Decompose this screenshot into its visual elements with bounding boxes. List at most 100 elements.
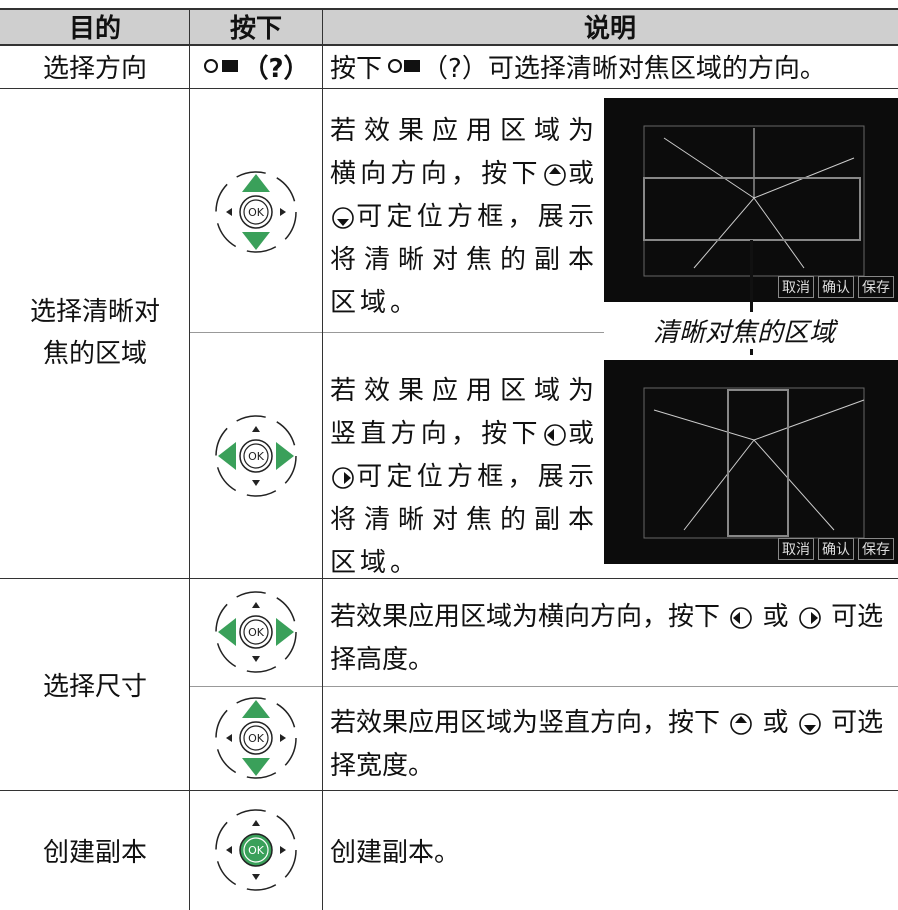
purpose: 创建副本 <box>42 837 147 868</box>
ok-label: OK <box>248 732 265 745</box>
text: 若效果应用区域为竖直方向，按下 <box>330 376 598 449</box>
arrow-icon <box>543 423 566 446</box>
label: 保存 <box>858 276 894 298</box>
ok-ring <box>243 443 269 469</box>
direction-arrow <box>252 820 260 826</box>
description: 创建副本。 <box>330 837 461 868</box>
screen-scene <box>643 387 865 539</box>
text: （?）可选择清晰对焦区域的方向。 <box>422 53 826 84</box>
direction-arrow <box>252 480 260 486</box>
text: 或 <box>762 708 789 738</box>
direction-arrow <box>226 734 232 742</box>
arrow <box>548 166 561 174</box>
text: 可选择高度。 <box>330 602 884 675</box>
arrow <box>337 218 349 226</box>
description: 若效果应用区域为横向方向，按下 或可定位方框，展示将清晰对焦的副本区域。 <box>330 110 598 325</box>
arrow-icon <box>799 712 821 735</box>
label: 保存 <box>858 538 894 560</box>
caption: 清晰对焦的区域 <box>614 312 874 349</box>
label: 确认 <box>818 538 854 560</box>
direction-arrow <box>252 874 260 880</box>
description: 按下 （?）可选择清晰对焦区域的方向。 <box>330 44 898 88</box>
arrow <box>735 715 748 723</box>
text: 若效果应用区域为竖直方向，按下 <box>330 708 721 738</box>
ring <box>799 712 821 735</box>
arrow-icon <box>730 712 753 735</box>
header-bg <box>0 8 898 44</box>
arrow <box>344 471 351 484</box>
text: 或 <box>762 602 789 632</box>
direction-arrow <box>252 602 260 608</box>
screen: 取消 确认 保存 <box>604 360 898 564</box>
ok-button <box>239 195 273 229</box>
label: 取消 <box>778 276 814 298</box>
direction-arrow <box>242 232 270 250</box>
arrow-icon <box>799 606 821 629</box>
direction-arrow <box>276 442 294 470</box>
text: 可定位方框，展示将清晰对焦的副本区域。 <box>330 202 598 318</box>
multi-selector: OK <box>215 171 297 253</box>
zoom-icon <box>204 59 239 73</box>
direction-arrow <box>242 700 270 718</box>
zoom-icon <box>388 59 421 73</box>
text: 若效果应用区域为横向方向，按下 <box>330 602 721 632</box>
text: 若效果应用区域为横向方向，按下 <box>330 116 598 189</box>
header-cell: 按下 <box>229 13 282 44</box>
text: 按下 <box>330 53 383 84</box>
ok-ring <box>243 837 269 863</box>
multi-selector: OK <box>215 809 297 891</box>
arrow <box>810 611 818 624</box>
direction-arrow <box>252 426 260 432</box>
direction-arrow <box>276 618 294 646</box>
ok-label: OK <box>248 206 265 219</box>
ok-ring <box>243 199 269 225</box>
text: 可选择宽度。 <box>330 708 884 781</box>
direction-arrow <box>252 656 260 662</box>
ok-button <box>239 721 273 755</box>
arrow <box>803 724 816 732</box>
ring <box>730 606 753 629</box>
ring <box>543 163 566 186</box>
multi-selector: OK <box>215 591 297 673</box>
arrow <box>733 611 741 624</box>
direction-arrow <box>226 208 232 216</box>
purpose: 选择方向 <box>42 53 147 84</box>
ring <box>332 466 354 489</box>
header-cell: 说明 <box>583 13 636 44</box>
text: 可定位方框，展示将清晰对焦的副本区域。 <box>330 462 598 578</box>
ok-ring <box>243 725 269 751</box>
direction-arrow <box>280 734 286 742</box>
label: 取消 <box>778 538 814 560</box>
purpose: 选择尺寸 <box>42 671 147 702</box>
arrow <box>546 428 554 441</box>
multi-selector: OK <box>215 697 297 779</box>
direction-arrow <box>280 208 286 216</box>
text: 或 <box>567 419 598 449</box>
arrow-icon <box>730 606 753 629</box>
screen-bar: 取消 确认 保存 <box>778 538 894 560</box>
ring <box>799 606 821 629</box>
ring <box>332 206 354 229</box>
ok-ring <box>243 619 269 645</box>
direction-arrow <box>242 174 270 192</box>
text: 或 <box>567 159 598 189</box>
description: 若效果应用区域为横向方向，按下 或 可选择高度。 <box>330 596 896 682</box>
description: 若效果应用区域为竖直方向，按下 或可定位方框，展示将清晰对焦的副本区域。 <box>330 370 598 585</box>
ok-label: OK <box>248 626 265 639</box>
ok-label: OK <box>248 844 265 857</box>
multi-selector: OK <box>215 415 297 497</box>
ring <box>543 423 566 446</box>
purpose: 选择清晰对焦的区域 <box>29 297 160 369</box>
ok-button <box>239 833 273 867</box>
ok-label: OK <box>248 450 265 463</box>
arrow-icon <box>543 163 566 186</box>
press: （?） <box>190 44 322 88</box>
direction-arrow <box>218 618 236 646</box>
label: 确认 <box>818 276 854 298</box>
direction-arrow <box>280 846 286 854</box>
screen-bar: 取消 确认 保存 <box>778 276 894 298</box>
press-text: （?） <box>242 53 310 84</box>
ok-button <box>239 615 273 649</box>
description: 若效果应用区域为竖直方向，按下 或 可选择宽度。 <box>330 702 896 788</box>
